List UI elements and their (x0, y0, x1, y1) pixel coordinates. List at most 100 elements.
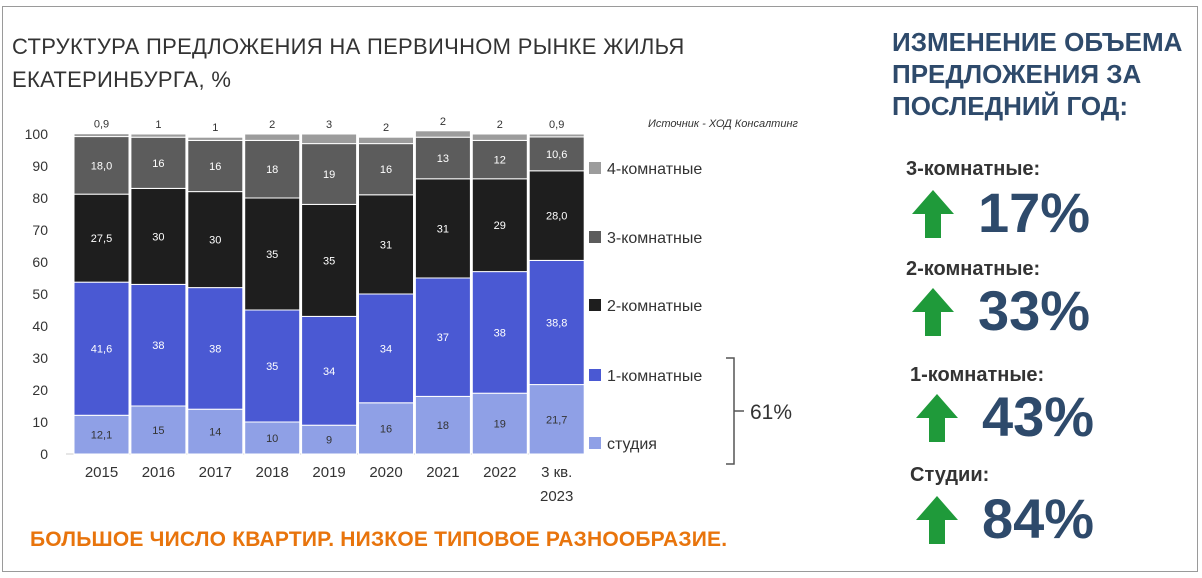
y-tick-label: 100 (25, 126, 49, 142)
y-tick-label: 70 (32, 222, 48, 238)
metric-label-1room: 1-комнатные: (910, 364, 1045, 386)
x-tick-label: 2020 (369, 464, 402, 481)
bar-segment (73, 133, 130, 138)
data-label: 34 (323, 366, 335, 378)
x-tick-label: 2016 (142, 464, 175, 481)
bar-segment (301, 133, 358, 145)
bar-segment (414, 277, 471, 397)
bar-segment (358, 293, 414, 404)
legend-swatch (589, 299, 601, 311)
legend-swatch (589, 369, 601, 381)
metric-value-1room: 43% (982, 385, 1095, 448)
slide-frame (2, 6, 1198, 572)
data-label: 38 (494, 327, 506, 339)
metric-value-studio: 84% (982, 487, 1095, 550)
data-label: 10 (266, 433, 278, 445)
arrow-up-icon (912, 288, 954, 336)
data-label: 31 (437, 223, 449, 235)
data-label: 2 (497, 119, 503, 131)
legend-label: студия (607, 436, 657, 453)
metric-value-2room: 33% (978, 279, 1091, 342)
data-label: 38 (152, 340, 164, 352)
bar-segment (130, 187, 187, 285)
data-label: 0,9 (94, 119, 109, 131)
bracket-line (726, 357, 735, 465)
data-label: 2 (440, 116, 446, 128)
data-label: 18 (266, 164, 278, 176)
bar-segment (414, 130, 471, 138)
metric-value-3room: 17% (978, 181, 1091, 244)
bar-segment (130, 283, 187, 407)
bar-segment (471, 133, 528, 141)
data-label: 9 (326, 435, 332, 447)
arrow-up-icon (916, 394, 958, 442)
y-tick-label: 30 (32, 350, 48, 366)
y-tick-label: 10 (32, 414, 48, 430)
bar-segment (130, 133, 187, 138)
data-label: 38 (209, 343, 221, 355)
data-label: 0,9 (549, 119, 564, 131)
data-label: 1 (212, 122, 218, 134)
data-label: 29 (494, 220, 506, 232)
data-label: 28,0 (546, 211, 567, 223)
bar-segment (244, 133, 301, 141)
bar-segment (528, 384, 585, 455)
data-label: 37 (437, 332, 449, 344)
data-label: 35 (323, 255, 335, 267)
data-label: 34 (380, 343, 392, 355)
bar-segment (414, 136, 471, 180)
bar-segment (187, 287, 244, 410)
bar-segment (358, 194, 414, 295)
stacked-bar-chart: 0 10 20 30 40 50 60 70 80 90 100 12,1 41,6 27,5 18,0 0,… (25, 116, 792, 505)
y-tick-label: 90 (32, 158, 48, 174)
tagline: БОЛЬШОЕ ЧИСЛО КВАРТИР. НИЗКОЕ ТИПОВОЕ РА… (30, 528, 728, 551)
data-label: 18,0 (91, 160, 112, 172)
metric-label-2room: 2-комнатные: (906, 258, 1041, 280)
bar-segment (187, 408, 244, 455)
bar-segment (471, 178, 528, 273)
x-tick-label: 2018 (256, 464, 289, 481)
data-label: 12,1 (91, 430, 112, 442)
bar-segment (471, 139, 528, 180)
bar-segment (301, 143, 358, 205)
data-label: 1 (155, 119, 161, 131)
bar-segment (528, 133, 585, 138)
data-label: 18 (437, 420, 449, 432)
y-tick-label: 40 (32, 318, 48, 334)
data-label: 27,5 (91, 233, 112, 245)
data-label: 30 (209, 235, 221, 247)
bar-segment (187, 191, 244, 289)
legend-swatch (589, 437, 601, 449)
bar-segment (73, 193, 130, 283)
data-label: 31 (380, 239, 392, 251)
x-tick-label: 3 кв. (541, 464, 572, 481)
arrow-up-icon (916, 496, 958, 544)
chart-source: Источник - ХОД Консалтинг (648, 118, 798, 130)
x-tick-label: 2021 (426, 464, 459, 481)
data-label: 2 (383, 122, 389, 134)
bar-segment (301, 424, 358, 455)
legend-swatch (589, 231, 601, 243)
bar-segment (471, 392, 528, 455)
y-tick-label: 50 (32, 286, 48, 302)
data-label: 16 (380, 164, 392, 176)
y-tick-label: 60 (32, 254, 48, 270)
data-label: 19 (323, 169, 335, 181)
x-tick-label: 2015 (85, 464, 118, 481)
data-label: 41,6 (91, 344, 112, 356)
x-tick-label: 2017 (199, 464, 232, 481)
bar-segment (358, 136, 414, 145)
y-tick-label: 0 (40, 446, 48, 462)
data-label: 15 (152, 425, 164, 437)
right-panel-title: ИЗМЕНЕНИЕ ОБЪЕМА ПРЕДЛОЖЕНИЯ ЗА ПОСЛЕДНИ… (892, 27, 1183, 121)
metric-label-3room: 3-комнатные: (906, 158, 1041, 180)
data-label: 14 (209, 427, 221, 439)
metric-label-studio: Студии: (910, 464, 990, 486)
chart-title: СТРУКТУРА ПРЕДЛОЖЕНИЯ НА ПЕРВИЧНОМ РЫНКЕ… (12, 34, 685, 92)
bar-segment (414, 395, 471, 455)
y-tick-label: 20 (32, 382, 48, 398)
legend-label: 4-комнатные (607, 161, 702, 178)
x-tick-label: 2023 (540, 488, 573, 505)
bar-segment (73, 136, 130, 195)
bar-segment (130, 405, 187, 455)
